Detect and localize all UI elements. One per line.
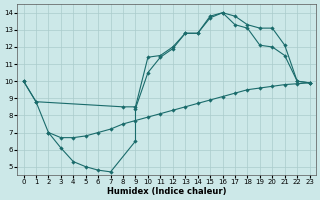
X-axis label: Humidex (Indice chaleur): Humidex (Indice chaleur): [107, 187, 226, 196]
